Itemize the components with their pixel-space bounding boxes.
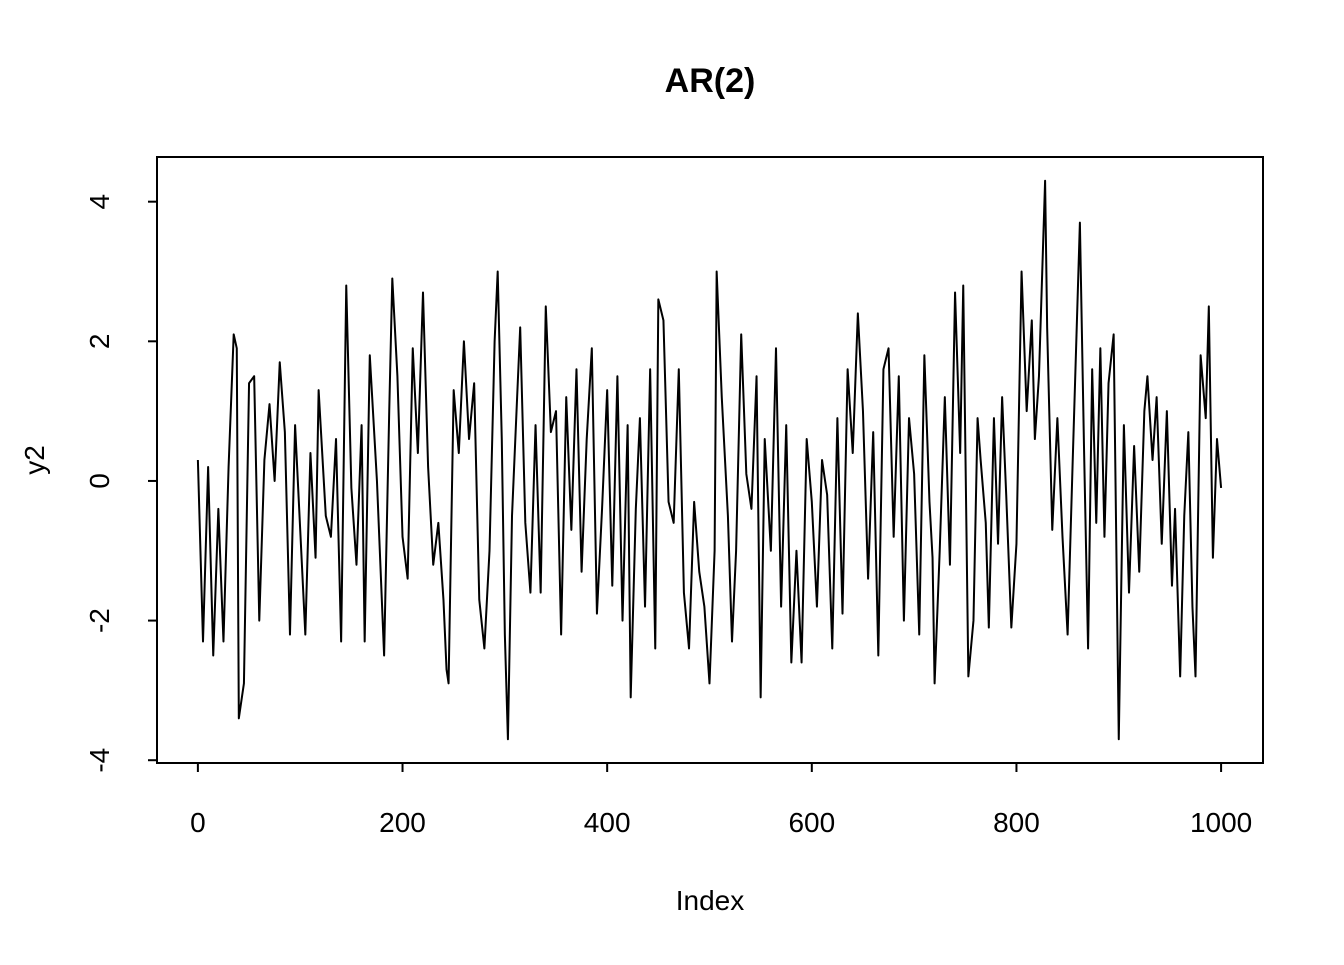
y-axis-label: y2 [19,445,50,475]
x-tick-label: 400 [584,807,631,838]
y-tick-label: -4 [84,748,115,773]
y-tick-label: 2 [84,334,115,350]
x-tick-label: 800 [993,807,1040,838]
x-axis-label: Index [676,885,745,916]
series-line [196,179,1223,741]
y-tick-label: -2 [84,608,115,633]
x-tick-label: 1000 [1190,807,1252,838]
x-tick-label: 200 [379,807,426,838]
x-tick-label: 600 [788,807,835,838]
x-tick-label: 0 [190,807,206,838]
chart-title: AR(2) [665,62,756,100]
y-tick-label: 0 [84,473,115,489]
y-tick-label: 4 [84,194,115,210]
